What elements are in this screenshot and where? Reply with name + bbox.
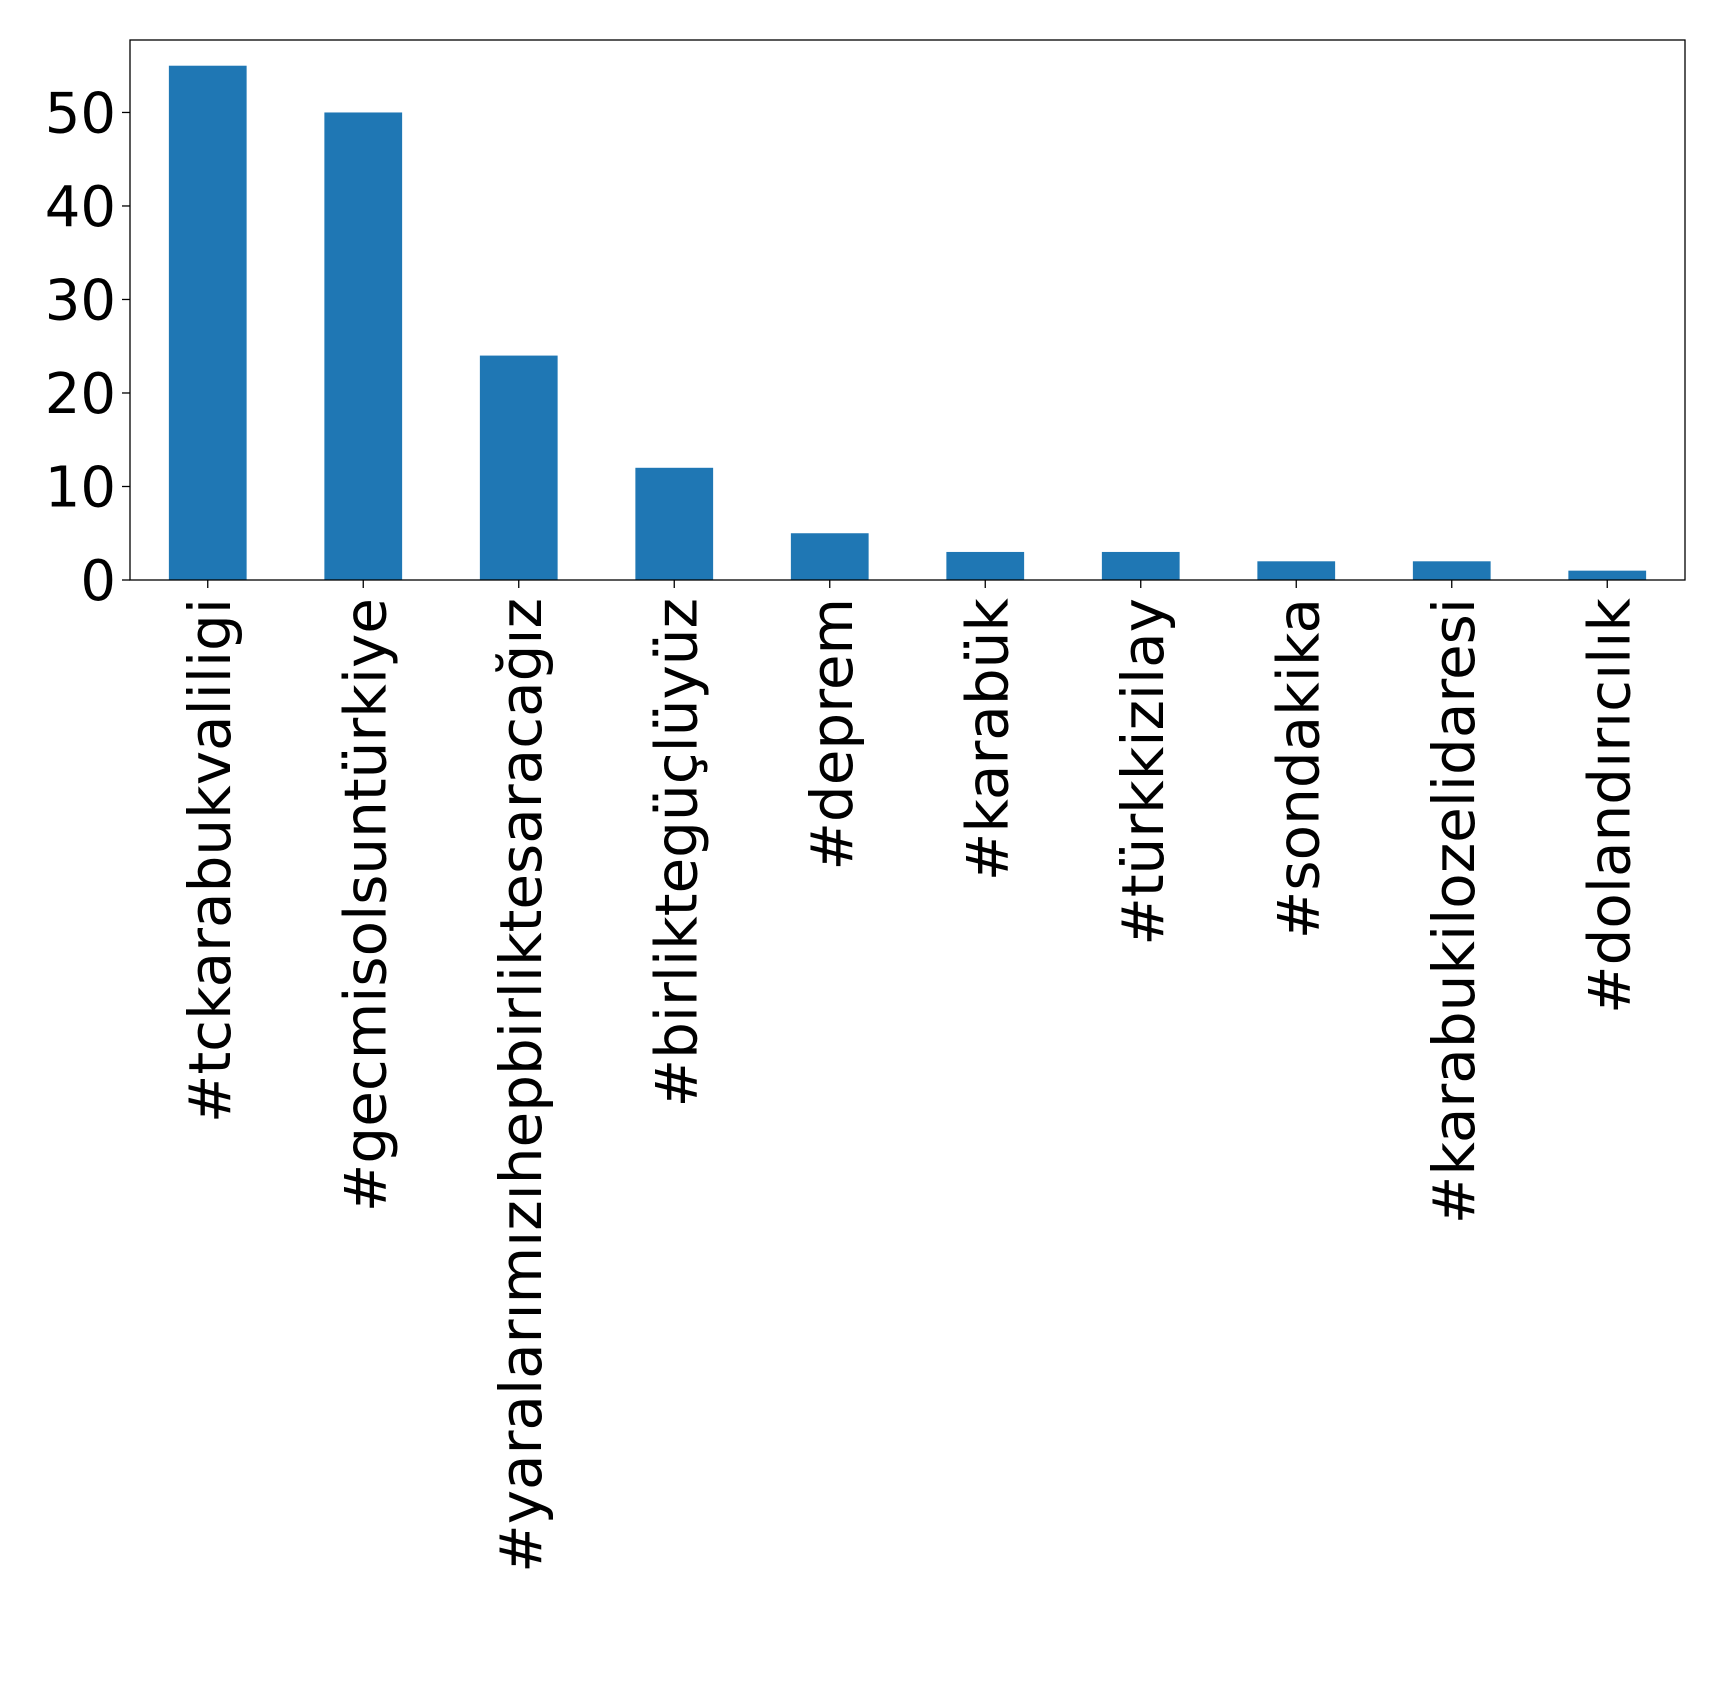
y-tick-label: 20 [45, 362, 116, 427]
y-tick-label: 0 [80, 549, 116, 614]
bar [168, 65, 247, 580]
bars-layer [168, 65, 1647, 580]
x-tick-label: #yaralarımızıhepbirliktesaracağız [487, 598, 555, 1573]
x-tick-label: #deprem [798, 598, 866, 871]
x-axis: #tckarabukvaliligi #gecmisolsuntürkiye #ya… [176, 580, 1643, 1573]
y-tick-label: 40 [45, 175, 116, 240]
x-tick-label: #karabukilozelidaresi [1420, 598, 1488, 1224]
bar [1101, 551, 1180, 580]
y-tick-label: 50 [45, 81, 116, 146]
bar [635, 467, 714, 580]
x-tick-label: #sondakika [1264, 598, 1332, 939]
y-axis: 0 10 20 30 40 50 [45, 81, 130, 614]
y-tick-label: 30 [45, 268, 116, 333]
y-tick-label: 10 [45, 455, 116, 520]
x-tick-label: #tckarabukvaliligi [176, 598, 244, 1123]
bar [1412, 561, 1491, 580]
bar [1568, 570, 1647, 580]
bar [324, 112, 403, 580]
x-tick-label: #dolandırıcılık [1575, 598, 1643, 1014]
x-tick-label: #karabük [953, 598, 1021, 882]
bar [479, 355, 558, 580]
x-tick-label: #türkkizilay [1109, 598, 1177, 946]
bar [790, 533, 869, 580]
bar [1257, 561, 1336, 580]
plot-frame [129, 39, 1686, 581]
bar [946, 551, 1025, 580]
x-tick-label: #gecmisolsuntürkiye [331, 598, 399, 1212]
x-tick-label: #birliktegüçlüyüz [642, 598, 710, 1107]
